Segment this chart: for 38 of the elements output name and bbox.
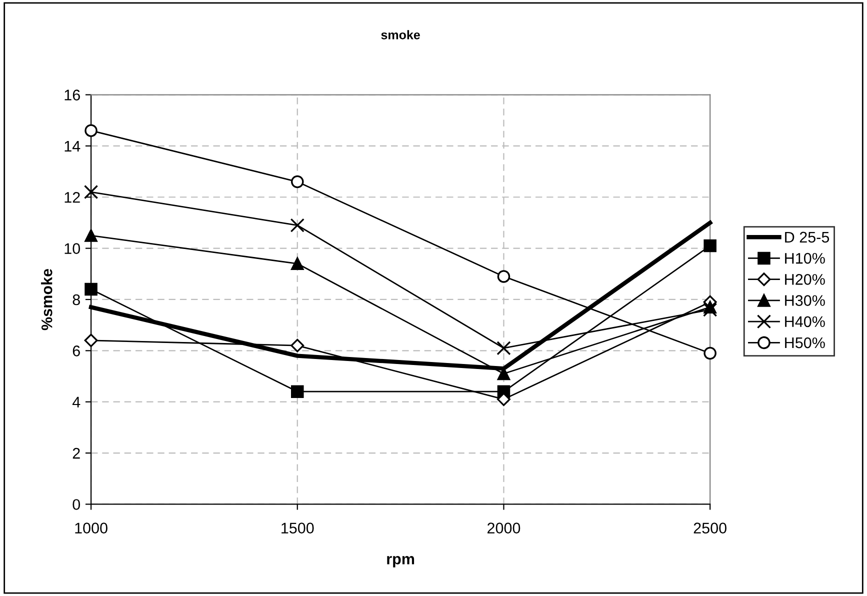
legend-label: H50% [785,337,825,348]
point [290,175,304,188]
point [84,334,98,348]
point [290,385,304,398]
legend-label: D 25-5 [785,232,830,243]
point [84,229,98,242]
y-tick-label: 12 [64,192,80,203]
point [497,270,510,283]
x-tick-label: 1500 [282,522,314,534]
point [290,257,304,270]
legend-label: H40% [785,316,825,328]
point [84,124,98,137]
y-tick-label: 2 [72,448,80,459]
point [496,341,511,356]
y-tick-label: 8 [72,294,80,306]
x-tick-label: 1000 [75,522,108,534]
point [704,239,716,252]
y-tick-label: 14 [64,140,80,152]
chart-title: smoke [381,30,420,40]
point [84,282,98,296]
point [704,346,716,360]
point [702,302,718,317]
legend-label: H30% [785,295,825,306]
y-tick-label: 16 [64,90,80,100]
y-tick-label: 4 [72,396,80,408]
x-tick-label: 2000 [488,522,520,534]
y-axis-title: %smoke [41,269,52,330]
y-tick-label: 6 [72,346,80,356]
y-tick-label: 10 [64,243,80,254]
y-tick-label: 0 [72,499,80,510]
x-axis-title: rpm [387,556,414,568]
legend-label: H20% [785,274,825,285]
point [497,392,510,406]
point [290,218,304,232]
point [290,338,304,352]
point [84,184,98,200]
legend-label: H10% [785,252,825,264]
x-tick-label: 2500 [694,522,726,534]
